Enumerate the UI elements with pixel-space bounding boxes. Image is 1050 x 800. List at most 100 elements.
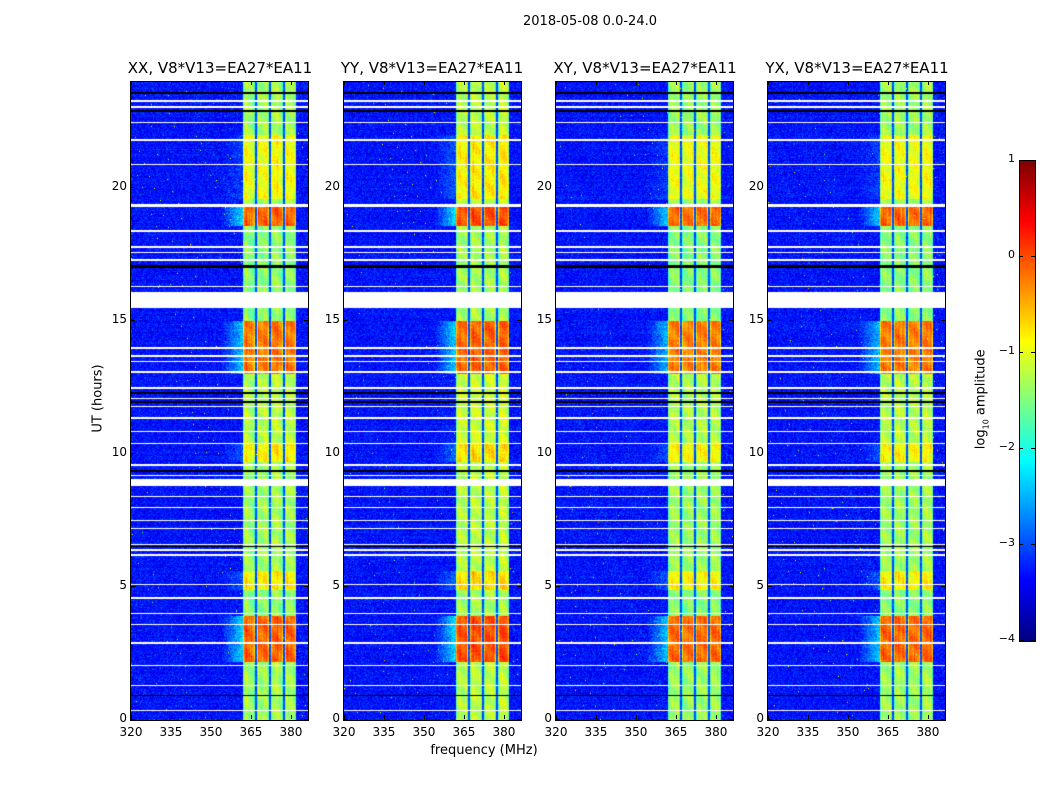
y-tick-mark xyxy=(768,187,772,189)
y-tick-mark xyxy=(729,453,733,455)
y-tick-mark xyxy=(517,187,521,189)
x-tick-mark xyxy=(675,715,677,719)
colorbar-tick-mark xyxy=(1019,352,1023,353)
x-tick-mark xyxy=(423,81,425,85)
y-tick-mark xyxy=(304,719,308,720)
y-tick-mark xyxy=(517,586,521,588)
y-tick-mark xyxy=(344,453,348,455)
colorbar-tick-label: 1 xyxy=(1008,152,1015,165)
y-tick-label: 10 xyxy=(324,445,340,460)
colorbar-label-sub: 10 xyxy=(981,419,991,430)
panel-title-xx: XX, V8*V13=EA27*EA11 xyxy=(127,59,313,77)
y-tick-label: 5 xyxy=(544,578,552,593)
x-tick-mark xyxy=(768,81,769,85)
x-tick-mark xyxy=(715,81,717,85)
y-tick-mark xyxy=(344,320,348,322)
y-tick-mark xyxy=(517,453,521,455)
y-tick-mark xyxy=(768,586,772,588)
y-tick-label: 5 xyxy=(332,578,340,593)
y-tick-mark xyxy=(941,320,945,322)
heatmap-xx xyxy=(131,82,308,720)
x-tick-mark xyxy=(715,715,717,719)
x-tick-mark xyxy=(210,81,212,85)
colorbar-tick-mark xyxy=(1031,352,1035,353)
y-tick-label: 0 xyxy=(544,711,552,725)
y-tick-label: 0 xyxy=(756,711,764,725)
y-tick-mark xyxy=(941,586,945,588)
x-tick-mark xyxy=(383,715,385,719)
figure-title: 2018-05-08 0.0-24.0 xyxy=(523,14,657,29)
y-tick-label: 5 xyxy=(756,578,764,593)
x-tick-mark xyxy=(210,715,212,719)
y-tick-mark xyxy=(131,719,135,720)
x-tick-label: 335 xyxy=(796,725,820,739)
colorbar-tick-label: −4 xyxy=(998,632,1015,645)
colorbar-tick-label: −3 xyxy=(998,536,1015,549)
x-tick-label: 380 xyxy=(279,725,303,739)
colorbar-tick-mark xyxy=(1019,160,1023,161)
colorbar-gradient xyxy=(1020,161,1035,641)
heatmap-yx xyxy=(768,82,945,720)
y-tick-mark xyxy=(729,320,733,322)
x-tick-mark xyxy=(635,715,637,719)
x-tick-label: 350 xyxy=(624,725,648,739)
colorbar-tick-mark xyxy=(1019,544,1023,545)
x-tick-mark xyxy=(131,715,132,719)
x-tick-label: 335 xyxy=(372,725,396,739)
x-tick-label: 365 xyxy=(876,725,900,739)
x-tick-mark xyxy=(675,81,677,85)
y-tick-mark xyxy=(556,719,560,720)
x-tick-mark xyxy=(250,81,252,85)
x-tick-mark xyxy=(768,715,769,719)
y-tick-mark xyxy=(729,187,733,189)
heatmap-xy xyxy=(556,82,733,720)
y-tick-mark xyxy=(131,453,135,455)
y-tick-mark xyxy=(344,586,348,588)
colorbar-tick-mark xyxy=(1019,256,1023,257)
x-tick-label: 320 xyxy=(332,725,356,739)
x-tick-label: 380 xyxy=(492,725,516,739)
y-tick-mark xyxy=(768,719,772,720)
heatmap-yy xyxy=(344,82,521,720)
x-tick-label: 350 xyxy=(412,725,436,739)
y-tick-mark xyxy=(304,320,308,322)
y-tick-label: 15 xyxy=(324,312,340,327)
x-tick-mark xyxy=(635,81,637,85)
y-tick-label: 15 xyxy=(111,312,127,327)
x-tick-label: 320 xyxy=(756,725,780,739)
panel-title-yy: YY, V8*V13=EA27*EA11 xyxy=(340,59,524,77)
y-tick-mark xyxy=(729,586,733,588)
x-tick-mark xyxy=(887,715,889,719)
y-tick-mark xyxy=(517,719,521,720)
y-tick-mark xyxy=(768,453,772,455)
x-tick-mark xyxy=(131,81,132,85)
x-axis-label: frequency (MHz) xyxy=(430,743,538,758)
x-tick-label: 320 xyxy=(544,725,568,739)
colorbar-tick-label: 0 xyxy=(1008,248,1015,261)
colorbar-tick-mark xyxy=(1031,640,1035,641)
y-tick-mark xyxy=(941,719,945,720)
x-tick-mark xyxy=(847,81,849,85)
x-tick-mark xyxy=(170,81,172,85)
y-tick-label: 15 xyxy=(748,312,764,327)
y-tick-mark xyxy=(304,586,308,588)
y-tick-mark xyxy=(131,586,135,588)
y-tick-mark xyxy=(556,320,560,322)
x-tick-mark xyxy=(927,81,929,85)
y-tick-label: 10 xyxy=(536,445,552,460)
x-tick-label: 335 xyxy=(584,725,608,739)
y-tick-mark xyxy=(304,453,308,455)
y-tick-label: 20 xyxy=(324,179,340,194)
x-tick-label: 365 xyxy=(452,725,476,739)
x-tick-mark xyxy=(383,81,385,85)
colorbar-tick-mark xyxy=(1031,256,1035,257)
x-tick-label: 350 xyxy=(199,725,223,739)
x-tick-mark xyxy=(927,715,929,719)
x-tick-mark xyxy=(556,715,557,719)
x-tick-mark xyxy=(595,81,597,85)
x-tick-mark xyxy=(807,81,809,85)
x-tick-label: 365 xyxy=(239,725,263,739)
y-tick-label: 15 xyxy=(536,312,552,327)
y-tick-label: 0 xyxy=(119,711,127,725)
